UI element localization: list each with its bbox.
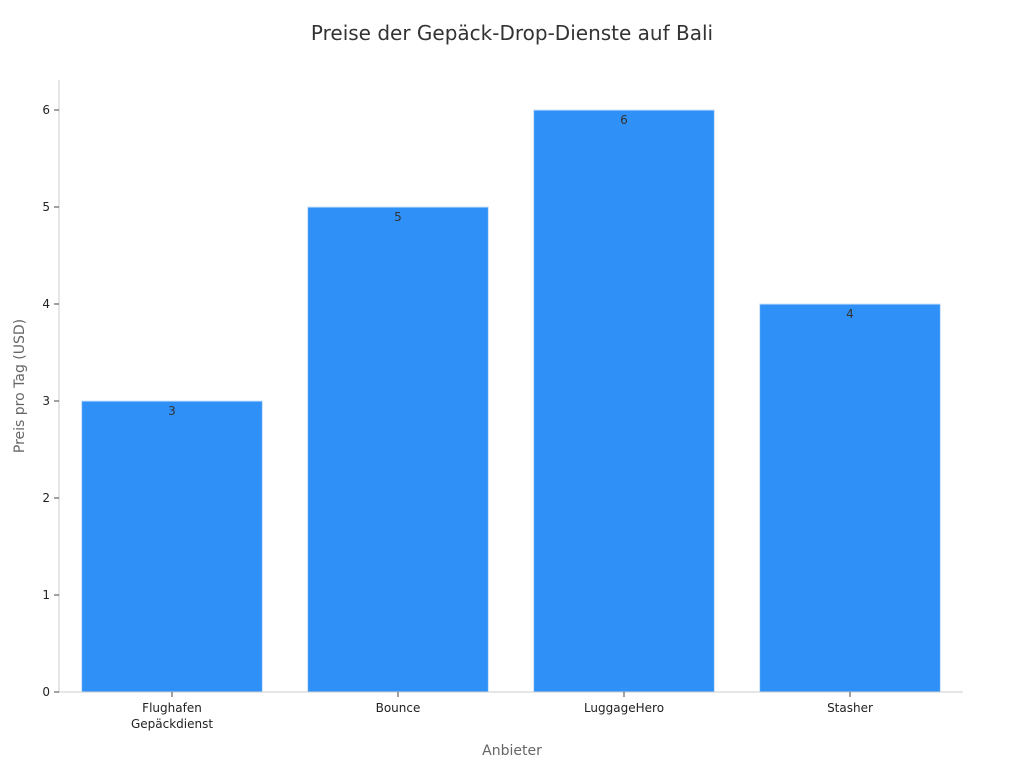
- value-labels-group: 3 5 6 4: [168, 113, 854, 418]
- x-tick-label: Bounce: [376, 701, 421, 715]
- y-tick-label: 1: [42, 588, 50, 602]
- data-label: 6: [620, 113, 628, 127]
- bar: [759, 303, 941, 693]
- data-label: 4: [846, 307, 854, 321]
- y-tick-label: 6: [42, 103, 50, 117]
- data-label: 5: [394, 210, 402, 224]
- chart-title: Preise der Gepäck-Drop-Dienste auf Bali: [311, 21, 713, 45]
- y-tick-label: 2: [42, 491, 50, 505]
- y-tick-label: 5: [42, 200, 50, 214]
- y-ticks-group: 0 1 2 3 4 5 6: [42, 103, 59, 699]
- x-tick-label: LuggageHero: [584, 701, 664, 715]
- x-axis-label: Anbieter: [482, 743, 542, 759]
- bars-group: [81, 109, 941, 693]
- y-tick-label: 0: [42, 685, 50, 699]
- bar: [307, 206, 489, 693]
- x-ticks-group: Flughafen Gepäckdienst Bounce LuggageHero St…: [131, 692, 873, 731]
- y-tick-label: 3: [42, 394, 50, 408]
- x-tick-label: Stasher: [827, 701, 873, 715]
- bar: [81, 400, 263, 693]
- y-tick-label: 4: [42, 297, 50, 311]
- y-axis-label: Preis pro Tag (USD): [12, 319, 28, 453]
- bar: [533, 109, 715, 693]
- x-tick-label: Flughafen Gepäckdienst: [131, 701, 213, 731]
- data-label: 3: [168, 404, 176, 418]
